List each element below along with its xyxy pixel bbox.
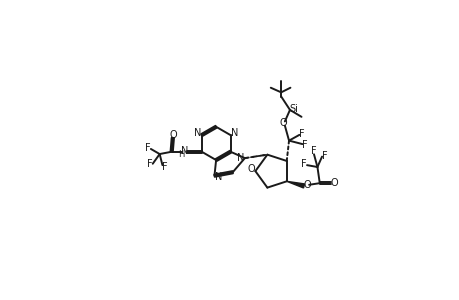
- Text: F: F: [302, 140, 308, 150]
- Text: H: H: [177, 150, 184, 159]
- Text: N: N: [215, 172, 222, 182]
- Text: F: F: [310, 146, 316, 156]
- Text: F: F: [301, 160, 307, 170]
- Text: F: F: [162, 162, 167, 172]
- Text: F: F: [299, 129, 304, 139]
- Text: N: N: [236, 153, 243, 163]
- Text: O: O: [303, 180, 311, 190]
- Text: N: N: [193, 128, 201, 138]
- Text: N: N: [230, 128, 238, 138]
- Text: O: O: [329, 178, 337, 188]
- Text: O: O: [169, 130, 177, 140]
- Text: F: F: [146, 159, 152, 169]
- Text: F: F: [145, 143, 151, 153]
- Text: Si: Si: [288, 104, 297, 114]
- Text: F: F: [321, 151, 327, 161]
- Text: O: O: [247, 164, 254, 174]
- Text: N: N: [180, 146, 188, 156]
- Text: O: O: [280, 118, 287, 128]
- Polygon shape: [286, 181, 304, 188]
